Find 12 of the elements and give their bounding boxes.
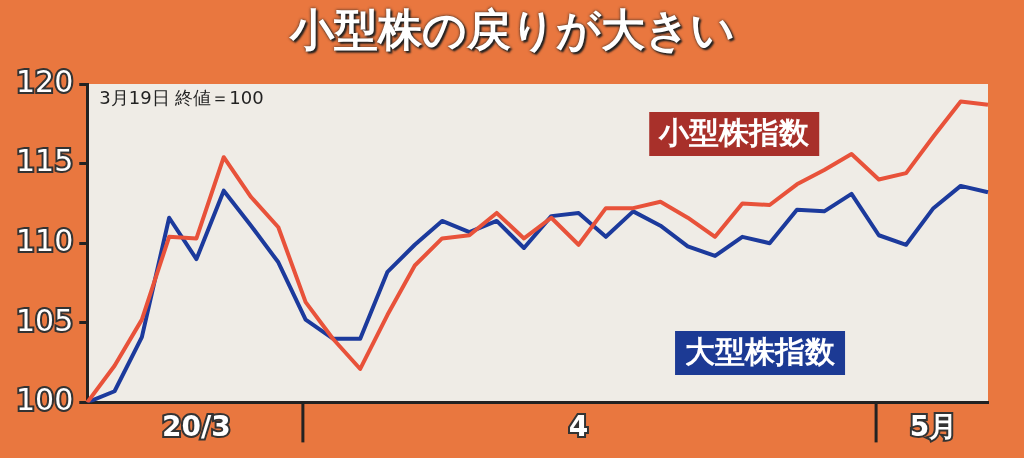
annotation: 3月19日 終値＝100 xyxy=(99,86,264,108)
text: 大型株指数 xyxy=(685,333,837,369)
x-tick-label: 5月 xyxy=(909,410,958,444)
series-label: 小型株指数 xyxy=(658,114,811,150)
y-tick-label: 110 xyxy=(16,223,74,258)
y-tick-label: 120 xyxy=(16,63,74,99)
y-tick-label: 115 xyxy=(16,143,74,179)
y-tick-label: 100 xyxy=(16,382,74,418)
x-tick-label: 20/3 xyxy=(162,410,231,444)
chart-title: 小型株の戻りが大きい xyxy=(288,3,736,57)
y-tick-label: 105 xyxy=(16,302,74,338)
x-tick-label: 4 xyxy=(568,410,589,444)
